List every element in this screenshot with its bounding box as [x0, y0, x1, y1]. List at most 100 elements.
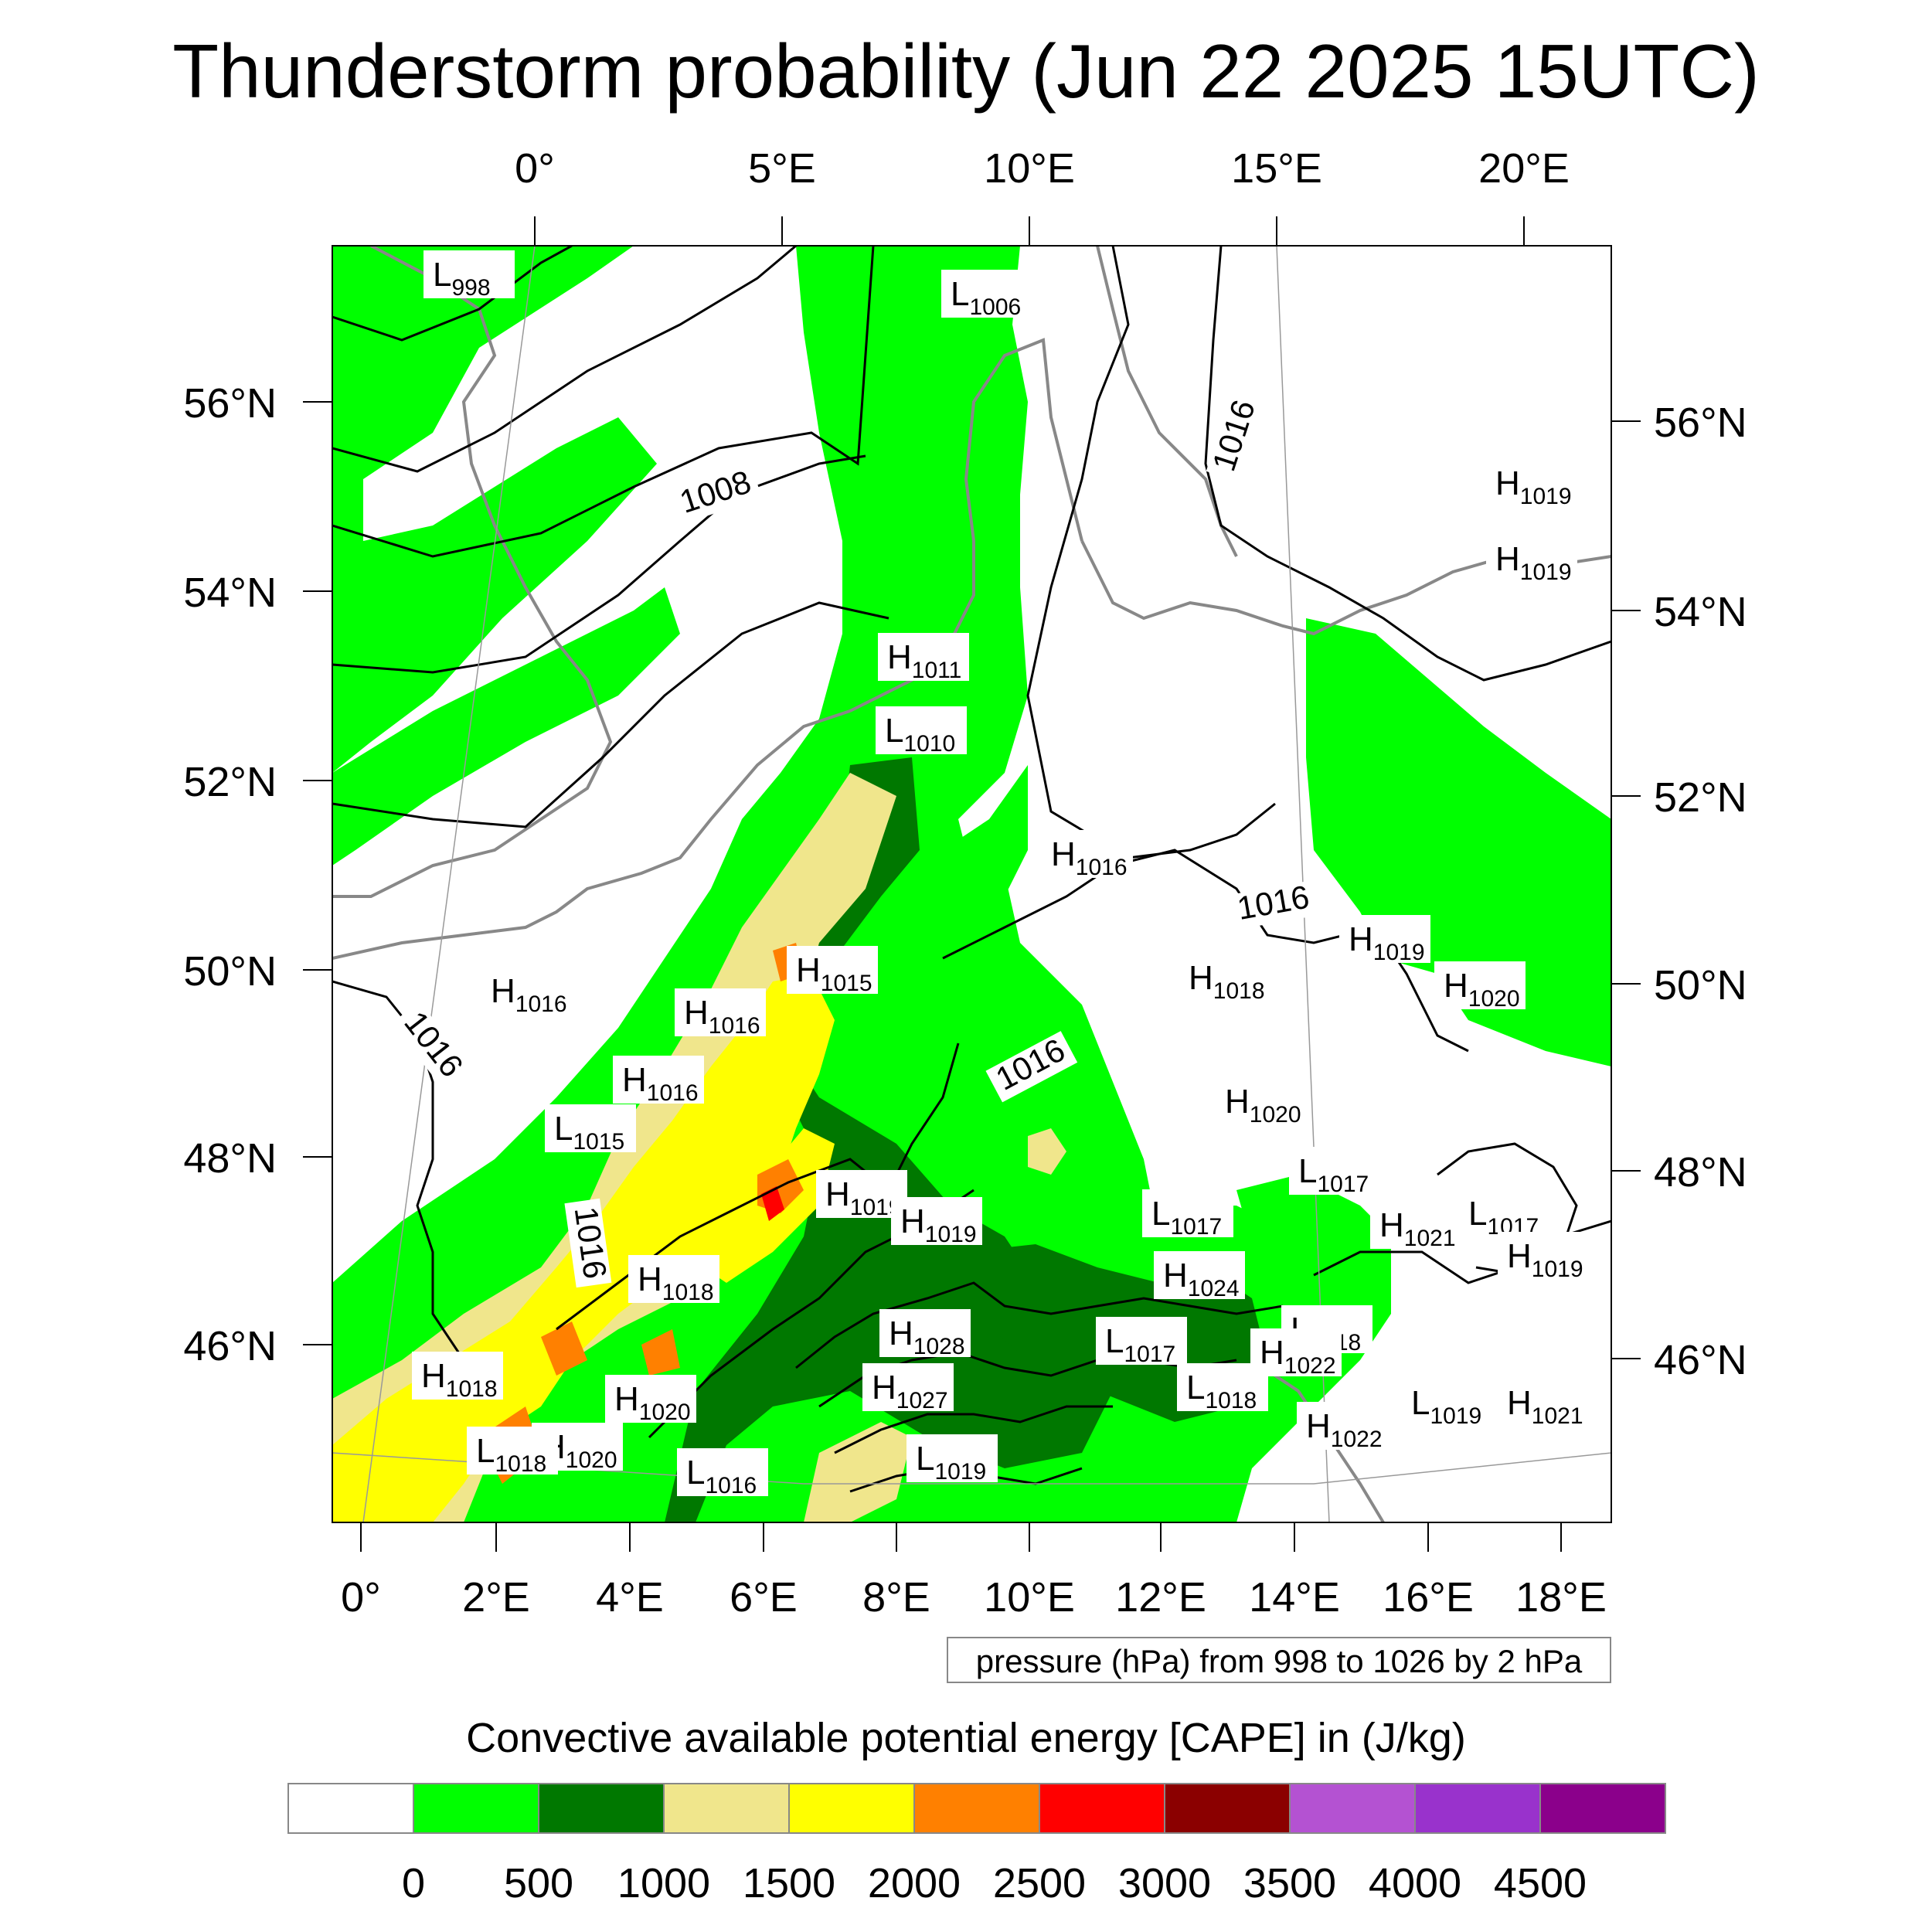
center-label: H1018 — [638, 1260, 714, 1305]
colorbar-swatch — [1289, 1783, 1416, 1834]
colorbar-swatch — [913, 1783, 1040, 1834]
high-pressure-center: H1018 — [412, 1352, 503, 1402]
center-label-background — [1096, 1317, 1187, 1365]
center-label-background — [876, 706, 967, 754]
center-label-background — [906, 1434, 998, 1482]
cape-region-orange-4 — [541, 1321, 587, 1376]
center-label-background — [1434, 961, 1526, 1009]
center-label-background — [628, 1255, 719, 1303]
high-pressure-center: H1015 — [787, 946, 878, 996]
right-lat-label: 48°N — [1654, 1149, 1747, 1196]
high-pressure-center: H1020 — [1434, 961, 1526, 1012]
colorbar-swatch — [413, 1783, 539, 1834]
center-label-background — [1042, 830, 1133, 878]
cape-region-green-southeast — [1236, 1175, 1391, 1329]
center-label-background — [1498, 1232, 1589, 1280]
right-lat-label: 54°N — [1654, 589, 1747, 635]
center-label-background — [1402, 1379, 1493, 1427]
center-label: L1017 — [1105, 1322, 1175, 1367]
colorbar-tick-label: 2500 — [993, 1860, 1086, 1906]
cape-region-green-northwest-2 — [332, 587, 680, 866]
left-lat-label: 50°N — [183, 948, 277, 995]
top-lon-label: 0° — [515, 145, 555, 192]
isobar-1016-north — [1026, 246, 1276, 859]
center-label-background — [1498, 1379, 1589, 1427]
low-pressure-center: L1006 — [941, 270, 1032, 320]
center-label: H1018 — [1189, 959, 1265, 1004]
isobar-value-labels: 1008 1016 1016 1016 1016 1016 — [391, 390, 1319, 1288]
center-label-background — [941, 270, 1032, 318]
center-label: L1017 — [1151, 1195, 1222, 1240]
center-label-background — [787, 946, 878, 994]
center-label: H1016 — [684, 994, 760, 1039]
map-title: Thunderstorm probability (Jun 22 2025 15… — [172, 29, 1760, 114]
colorbar-swatch — [1039, 1783, 1165, 1834]
low-pressure-center: L1016 — [677, 1448, 768, 1498]
center-label-background — [467, 1427, 558, 1475]
high-pressure-center: H1021 — [1370, 1201, 1461, 1251]
bottom-lon-label: 18°E — [1515, 1574, 1607, 1621]
right-lat-label: 50°N — [1654, 962, 1747, 1009]
pressure-centers: L998 L1006 H1011 L1010 H1016 H1019 H1019 H1019 H… — [412, 250, 1589, 1498]
center-label-background — [1177, 1363, 1268, 1411]
colorbar-swatch — [663, 1783, 790, 1834]
right-lat-label: 56°N — [1654, 400, 1747, 446]
center-label: H1021 — [1507, 1384, 1583, 1429]
high-pressure-center: H1016 — [481, 967, 573, 1017]
center-label: H1016 — [1051, 835, 1128, 880]
center-label: H1011 — [887, 638, 961, 683]
colorbar-swatch — [538, 1783, 665, 1834]
center-label-background — [423, 250, 515, 298]
low-pressure-center: L1015 — [545, 1104, 636, 1155]
isobar-label: 1016 — [1234, 878, 1311, 927]
center-label: H1019 — [1495, 464, 1572, 509]
plot-frame — [332, 245, 1612, 1523]
center-label: H1028 — [889, 1315, 965, 1359]
center-label: H1024 — [1163, 1257, 1240, 1301]
isobar-1016-east — [1204, 246, 1611, 682]
center-label: L1019 — [916, 1440, 986, 1485]
center-label-background — [1339, 915, 1430, 963]
contour-note: pressure (hPa) from 998 to 1026 by 2 hPa — [947, 1637, 1611, 1683]
center-label: H1018 — [421, 1357, 498, 1402]
cape-region-green-northeast — [889, 765, 1028, 912]
center-label: H1019 — [900, 1202, 977, 1247]
low-pressure-center: L1017 — [1289, 1147, 1380, 1197]
center-label: L998 — [433, 256, 491, 301]
center-label: H1022 — [1306, 1407, 1383, 1452]
axis-ticks — [303, 216, 1641, 1552]
colorbar-tick-label: 1000 — [617, 1860, 710, 1906]
bottom-lon-label: 10°E — [984, 1574, 1075, 1621]
top-lon-label: 10°E — [984, 145, 1075, 192]
bottom-lon-label: 0° — [341, 1574, 381, 1621]
colorbar-tick-labels: 0 500 1000 1500 2000 2500 3000 3500 4000 4500 — [402, 1860, 1587, 1906]
isobar-1 — [332, 246, 573, 342]
isobar-2 — [332, 246, 797, 473]
colorbar-swatch — [788, 1783, 915, 1834]
colorbar-swatch — [287, 1783, 414, 1834]
high-pressure-center: H1016 — [613, 1056, 704, 1106]
center-label: L1017 — [1298, 1152, 1369, 1197]
cape-field — [332, 246, 1611, 1522]
center-label-background — [613, 1056, 704, 1104]
center-label-background — [605, 1375, 696, 1423]
cape-region-orange-5 — [641, 1329, 680, 1376]
low-pressure-center: L1010 — [876, 706, 967, 757]
high-pressure-center: H1019 — [1498, 1232, 1589, 1282]
center-label-background — [675, 988, 766, 1036]
high-pressure-center: H1020 — [1216, 1077, 1307, 1128]
isobar-1008 — [332, 454, 866, 674]
bottom-lon-label: 2°E — [462, 1574, 530, 1621]
center-label-background — [1154, 1251, 1245, 1299]
center-label: L1006 — [951, 275, 1021, 320]
center-label: H1027 — [872, 1369, 948, 1413]
right-lat-label: 46°N — [1654, 1337, 1747, 1383]
center-label: L1017 — [1468, 1195, 1539, 1240]
high-pressure-center: H1028 — [879, 1309, 971, 1359]
left-lat-label: 54°N — [183, 570, 277, 616]
left-lat-label: 56°N — [183, 380, 277, 427]
center-label-background — [1142, 1189, 1233, 1237]
colorbar-tick-label: 2000 — [868, 1860, 961, 1906]
center-label: L1015 — [554, 1110, 624, 1155]
center-label-background — [891, 1197, 982, 1245]
